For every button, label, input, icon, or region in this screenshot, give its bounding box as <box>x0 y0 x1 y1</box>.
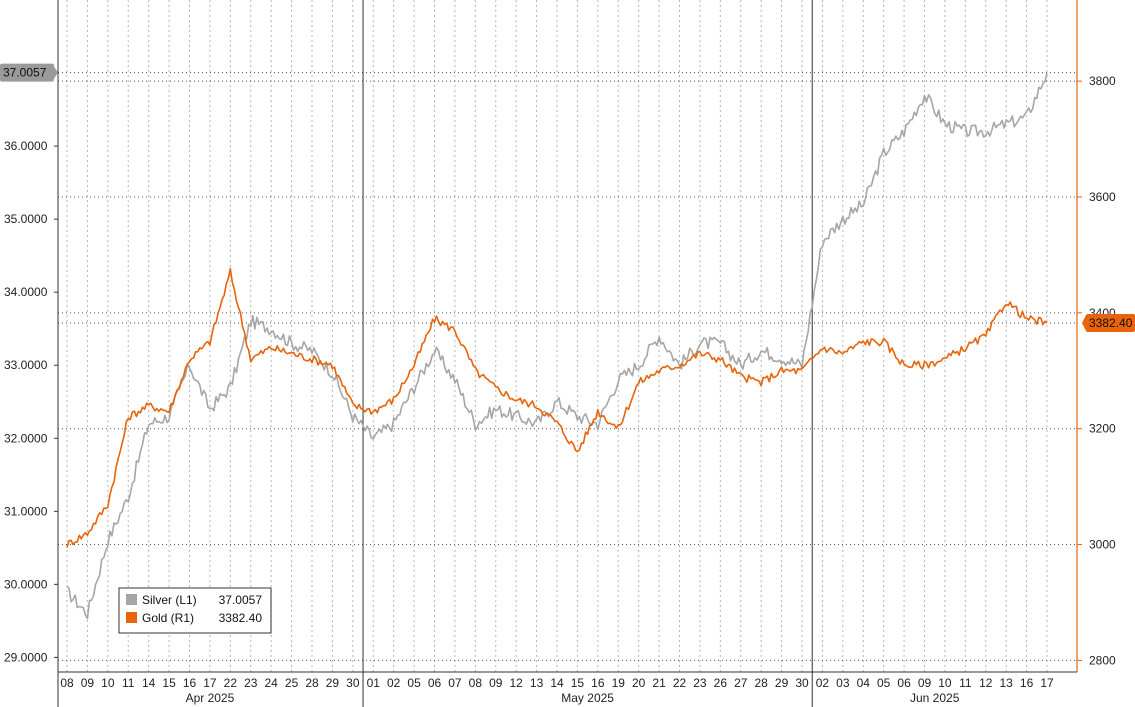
x-tick-label: 02 <box>816 676 830 690</box>
x-tick-label: 05 <box>877 676 891 690</box>
gold-tag-pointer <box>1082 315 1086 332</box>
x-tick-label: 09 <box>489 676 503 690</box>
gold-last-value-label: 3382.40 <box>1089 316 1133 330</box>
silver-series-line <box>66 72 1048 620</box>
x-tick-label: 24 <box>264 676 278 690</box>
x-tick-label: 14 <box>550 676 564 690</box>
x-tick-label: 20 <box>632 676 646 690</box>
x-tick-label: 29 <box>326 676 340 690</box>
x-tick-label: 29 <box>775 676 789 690</box>
left-tick-label: 34.0000 <box>4 285 48 299</box>
left-tick-label: 36.0000 <box>4 139 48 153</box>
x-tick-label: 16 <box>1020 676 1034 690</box>
x-tick-label: 14 <box>142 676 156 690</box>
x-tick-label: 09 <box>81 676 95 690</box>
x-tick-label: 11 <box>959 676 972 690</box>
x-tick-label: 05 <box>407 676 421 690</box>
x-tick-label: 15 <box>571 676 585 690</box>
legend-series-value: 3382.40 <box>219 611 263 625</box>
legend-box <box>118 587 272 634</box>
right-tick-label: 3200 <box>1089 422 1116 436</box>
x-tick-label: 23 <box>693 676 707 690</box>
x-tick-label: 16 <box>183 676 197 690</box>
legend-series-name: Silver (L1) <box>142 593 197 607</box>
gold-last-value-tag <box>1086 314 1135 333</box>
x-tick-label: 10 <box>101 676 115 690</box>
x-tick-label: 28 <box>754 676 768 690</box>
x-tick-label: 15 <box>162 676 176 690</box>
x-tick-label: 11 <box>122 676 135 690</box>
left-tick-label: 32.0000 <box>4 431 48 445</box>
x-tick-label: 25 <box>285 676 299 690</box>
x-month-label: May 2025 <box>561 691 614 705</box>
x-tick-label: 16 <box>591 676 605 690</box>
x-tick-label: 22 <box>224 676 238 690</box>
left-tick-label: 35.0000 <box>4 212 48 226</box>
x-tick-label: 04 <box>857 676 871 690</box>
left-tick-label: 29.0000 <box>4 650 48 664</box>
x-tick-label: 30 <box>346 676 360 690</box>
x-tick-label: 17 <box>1040 676 1054 690</box>
x-tick-label: 12 <box>509 676 523 690</box>
left-tick-label: 31.0000 <box>4 504 48 518</box>
legend-swatch <box>126 594 137 605</box>
x-tick-label: 26 <box>714 676 728 690</box>
plot-area <box>58 0 1077 672</box>
x-tick-label: 27 <box>734 676 748 690</box>
x-tick-label: 23 <box>244 676 258 690</box>
right-tick-label: 3600 <box>1089 190 1116 204</box>
x-tick-label: 01 <box>367 676 381 690</box>
x-tick-label: 21 <box>652 676 666 690</box>
gold-series-line <box>66 267 1048 548</box>
x-tick-label: 08 <box>60 676 74 690</box>
x-tick-label: 12 <box>979 676 993 690</box>
x-tick-label: 17 <box>203 676 217 690</box>
x-tick-label: 07 <box>448 676 462 690</box>
x-tick-label: 30 <box>795 676 809 690</box>
x-tick-label: 06 <box>428 676 442 690</box>
legend-series-name: Gold (R1) <box>142 611 194 625</box>
x-tick-label: 08 <box>469 676 483 690</box>
left-tick-label: 30.0000 <box>4 577 48 591</box>
legend-swatch <box>126 612 137 623</box>
right-tick-label: 3800 <box>1089 74 1116 88</box>
x-tick-label: 06 <box>897 676 911 690</box>
x-month-label: Jun 2025 <box>910 691 960 705</box>
x-tick-label: 03 <box>836 676 850 690</box>
x-tick-label: 19 <box>612 676 626 690</box>
right-tick-label: 3000 <box>1089 538 1116 552</box>
x-tick-label: 13 <box>530 676 544 690</box>
x-tick-label: 09 <box>918 676 932 690</box>
silver-last-value-tag <box>0 63 54 82</box>
x-month-label: Apr 2025 <box>186 691 235 705</box>
x-tick-label: 28 <box>305 676 319 690</box>
silver-tag-pointer <box>54 66 58 79</box>
x-tick-label: 22 <box>673 676 687 690</box>
silver-last-value-label: 37.0057 <box>3 66 47 80</box>
x-tick-label: 10 <box>938 676 952 690</box>
x-tick-label: 13 <box>999 676 1013 690</box>
legend-series-value: 37.0057 <box>219 593 263 607</box>
x-tick-label: 02 <box>387 676 401 690</box>
left-tick-label: 33.0000 <box>4 358 48 372</box>
right-tick-label: 2800 <box>1089 653 1116 667</box>
